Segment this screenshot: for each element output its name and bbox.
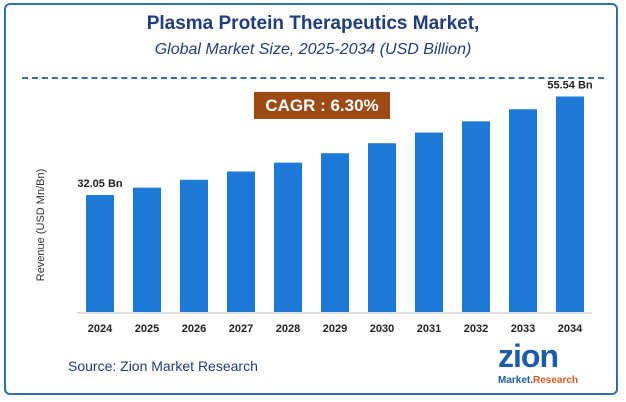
data-labels: 32.05 Bn 55.54 Bn xyxy=(77,80,593,191)
bar-2031 xyxy=(415,132,443,312)
x-tick-2033: 2033 xyxy=(511,323,535,335)
x-tick-2025: 2025 xyxy=(135,323,159,335)
logo-sub-research: Research xyxy=(533,375,579,386)
chart-title: Plasma Protein Therapeutics Market, xyxy=(146,13,480,34)
bar-2034 xyxy=(556,96,584,312)
logo-wordmark: zion xyxy=(498,338,559,374)
x-tick-2029: 2029 xyxy=(323,323,347,335)
x-tick-2027: 2027 xyxy=(229,323,253,335)
x-tick-2032: 2032 xyxy=(464,323,488,335)
x-tick-2026: 2026 xyxy=(182,323,206,335)
bar-2026 xyxy=(180,179,208,312)
bar-2028 xyxy=(274,162,302,312)
x-tick-2031: 2031 xyxy=(417,323,441,335)
source-note: Source: Zion Market Research xyxy=(68,358,258,374)
bar-2024 xyxy=(86,195,114,312)
bar-2025 xyxy=(133,187,161,312)
data-label-2034: 55.54 Bn xyxy=(547,80,593,92)
data-label-2024: 32.05 Bn xyxy=(77,178,123,190)
bar-2027 xyxy=(227,171,255,312)
bar-2029 xyxy=(321,153,349,312)
zion-logo: zion Market.Research xyxy=(498,338,590,390)
logo-subtext: Market.Research xyxy=(498,375,578,386)
x-tick-labels: 2024 2025 2026 2027 2028 2029 2030 2031 2032 2033… xyxy=(88,323,583,335)
bars-group xyxy=(86,96,584,313)
x-tick-2034: 2034 xyxy=(558,323,583,335)
x-tick-2024: 2024 xyxy=(88,323,113,335)
title-divider xyxy=(22,77,604,79)
chart-subtitle: Global Market Size, 2025-2034 (USD Billi… xyxy=(154,41,472,58)
logo-sub-market: Market. xyxy=(498,375,534,386)
bar-2032 xyxy=(462,121,490,312)
x-tick-2030: 2030 xyxy=(370,323,394,335)
bar-2033 xyxy=(509,109,537,313)
bar-2030 xyxy=(368,143,396,312)
cagr-badge: CAGR : 6.30% xyxy=(254,92,390,119)
x-tick-2028: 2028 xyxy=(276,323,300,335)
